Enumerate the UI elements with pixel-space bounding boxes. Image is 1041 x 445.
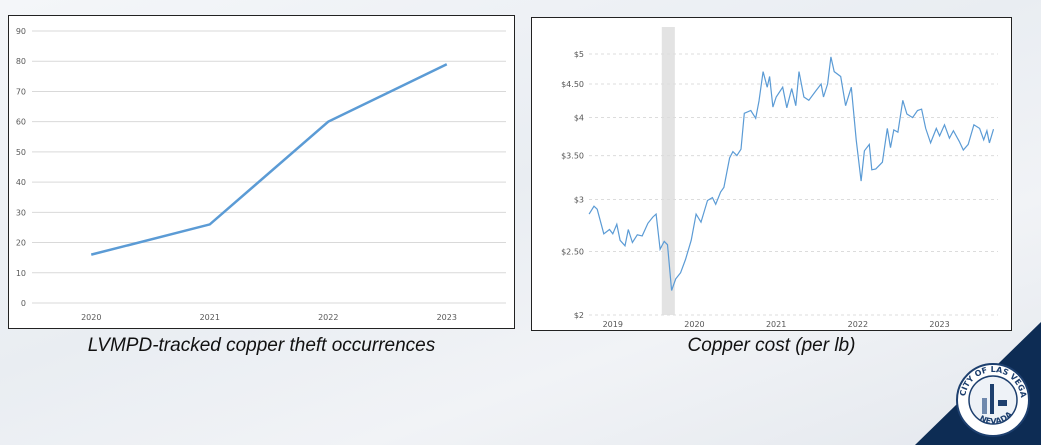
x-tick-label: 2023 bbox=[929, 320, 949, 329]
x-tick-label: 2020 bbox=[684, 320, 704, 329]
x-tick-label: 2020 bbox=[81, 313, 101, 322]
y-tick-label: 0 bbox=[21, 299, 26, 308]
theft-chart-panel: 0 10 20 30 40 50 60 70 80 90 2020 2021 2022 2023 bbox=[8, 15, 515, 329]
y-tick-label: $4 bbox=[574, 114, 584, 123]
y-tick-label: 70 bbox=[16, 87, 26, 96]
y-tick-label: $3 bbox=[574, 196, 584, 205]
y-tick-label: 30 bbox=[16, 208, 26, 217]
x-tick-label: 2021 bbox=[200, 313, 220, 322]
y-tick-label: $2.50 bbox=[561, 247, 584, 256]
y-tick-label: 60 bbox=[16, 118, 26, 127]
copper-chart-caption: Copper cost (per lb) bbox=[687, 335, 856, 356]
x-tick-label: 2021 bbox=[766, 320, 786, 329]
x-tick-label: 2022 bbox=[318, 313, 338, 322]
y-tick-label: $4.50 bbox=[561, 80, 584, 89]
x-tick-label: 2019 bbox=[603, 320, 623, 329]
city-seal-logo: CITY OF LAS VEGAS NEVADA bbox=[955, 362, 1030, 437]
y-tick-label: $5 bbox=[574, 50, 584, 59]
y-tick-label: $2 bbox=[574, 311, 584, 320]
y-tick-label: $3.50 bbox=[561, 152, 584, 161]
y-tick-label: 10 bbox=[16, 269, 26, 278]
x-tick-label: 2022 bbox=[848, 320, 868, 329]
copper-chart-panel: $2 $2.50 $3 $3.50 $4 $4.50 $5 2019 2020 2021 2022 2… bbox=[531, 17, 1012, 331]
y-tick-label: 20 bbox=[16, 239, 26, 248]
theft-series-line bbox=[90, 63, 448, 256]
y-tick-label: 40 bbox=[16, 178, 26, 187]
theft-line-chart: 0 10 20 30 40 50 60 70 80 90 2020 2021 2022 2023 bbox=[16, 27, 506, 322]
theft-chart-caption: LVMPD-tracked copper theft occurrences bbox=[87, 335, 436, 356]
x-tick-label: 2023 bbox=[437, 313, 457, 322]
y-tick-label: 80 bbox=[16, 57, 26, 66]
copper-price-chart: $2 $2.50 $3 $3.50 $4 $4.50 $5 2019 2020 2021 2022 2… bbox=[561, 27, 998, 329]
y-tick-label: 90 bbox=[16, 27, 26, 36]
y-tick-label: 50 bbox=[16, 148, 26, 157]
recession-band bbox=[661, 27, 675, 315]
copper-price-line bbox=[588, 56, 995, 291]
